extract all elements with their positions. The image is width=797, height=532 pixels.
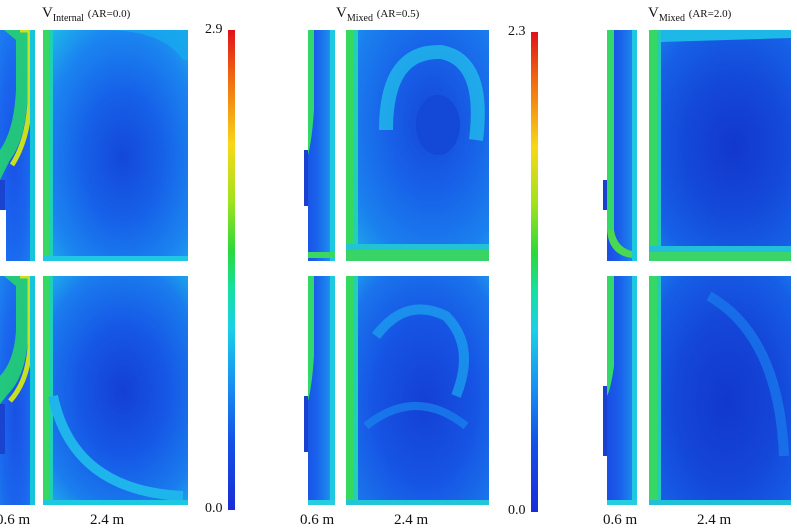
panel-ar05-top-wide [346, 30, 489, 261]
panel-internal-bottom-wide [43, 276, 188, 505]
title-mixed-ar05: VMixed (AR=0.5) [336, 5, 420, 24]
panel-ar05-top-narrow [304, 30, 335, 261]
dim-col2-narrow: 0.6 m [300, 512, 335, 528]
panel-internal-bottom-narrow [0, 276, 35, 505]
colorbar-1-max-label: 2.9 [205, 22, 223, 37]
panel-ar20-top-narrow [603, 30, 637, 261]
panel-internal-top-wide [43, 30, 188, 261]
panel-ar20-bottom-narrow [603, 276, 637, 505]
panel-ar05-bottom-narrow [304, 276, 335, 505]
colorbar-1-min-label: 0.0 [205, 501, 223, 516]
dim-col3-wide: 2.4 m [697, 512, 732, 528]
title-internal: VInternal (AR=0.0) [42, 5, 131, 24]
colorbar-1 [228, 30, 235, 510]
dim-col2-wide: 2.4 m [394, 512, 429, 528]
colorbar-2-max-label: 2.3 [508, 24, 526, 39]
panel-ar20-top-wide [649, 30, 791, 261]
title-mixed-ar20: VMixed (AR=2.0) [648, 5, 732, 24]
panel-ar05-bottom-wide [346, 276, 489, 505]
colorbar-2 [531, 32, 538, 512]
panel-ar20-bottom-wide [649, 276, 791, 505]
dim-col1-narrow: 0.6 m [0, 512, 31, 528]
panel-internal-top-narrow [0, 30, 35, 261]
dim-col3-narrow: 0.6 m [603, 512, 638, 528]
colorbar-2-min-label: 0.0 [508, 503, 526, 518]
dim-col1-wide: 2.4 m [90, 512, 125, 528]
